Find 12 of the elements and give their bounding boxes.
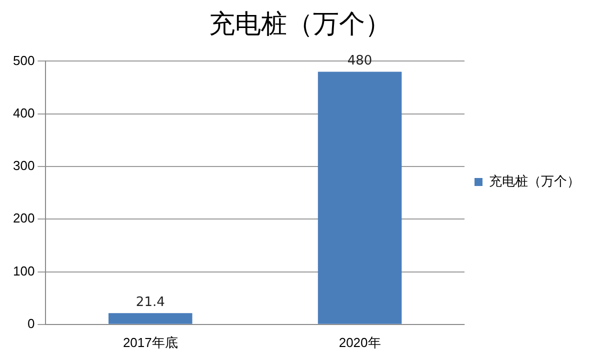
y-tick-label: 400: [12, 105, 35, 120]
y-tick-label: 0: [27, 316, 35, 331]
x-tick-label: 2020年: [338, 334, 381, 350]
y-tick-label: 100: [12, 263, 35, 278]
y-tick-label: 200: [12, 210, 35, 226]
y-tick-label: 300: [12, 158, 35, 174]
chart-title: 充电桩（万个）: [209, 9, 391, 40]
y-tick-label: 500: [12, 52, 35, 68]
data-label: 480: [347, 54, 372, 69]
legend-label: 充电桩（万个）: [489, 174, 580, 190]
x-tick-label: 2017年底: [122, 334, 178, 350]
data-label: 21.4: [136, 295, 165, 310]
